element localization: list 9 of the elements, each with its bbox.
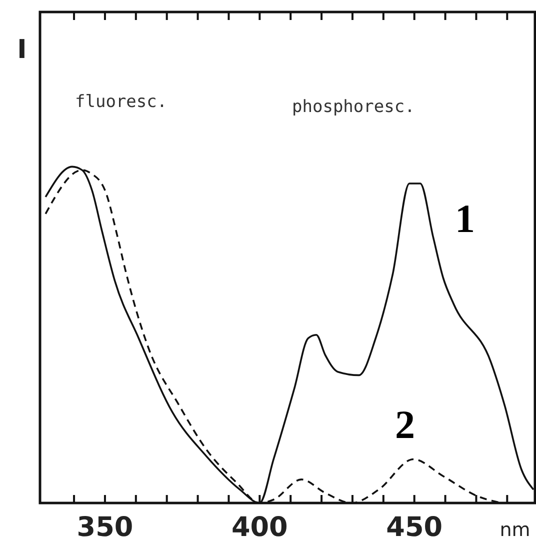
x-axis-title: nm	[500, 519, 530, 541]
x-tick-label: 400	[231, 512, 288, 543]
y-axis-title: I	[17, 35, 27, 65]
text: phosphoresc.	[292, 97, 415, 117]
x-tick-label: 350	[76, 512, 134, 543]
series-label: 1	[455, 196, 475, 241]
text: fluoresc.	[75, 92, 168, 112]
series-label: 2	[395, 402, 415, 447]
x-tick-label: 450	[386, 512, 443, 543]
